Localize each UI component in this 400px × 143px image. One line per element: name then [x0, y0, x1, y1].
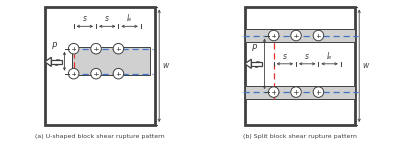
Text: g: g	[255, 59, 260, 68]
Circle shape	[268, 30, 279, 41]
Circle shape	[91, 68, 101, 79]
Text: P: P	[52, 42, 56, 51]
Polygon shape	[245, 59, 251, 68]
Circle shape	[291, 87, 301, 97]
Text: (a) U-shaped block shear rupture pattern: (a) U-shaped block shear rupture pattern	[35, 134, 165, 139]
Text: g: g	[55, 57, 60, 66]
Polygon shape	[45, 57, 51, 66]
Circle shape	[68, 43, 79, 54]
Text: s: s	[305, 51, 309, 60]
Text: s: s	[83, 14, 87, 23]
Text: w: w	[162, 61, 169, 70]
Circle shape	[313, 87, 324, 97]
Circle shape	[91, 43, 101, 54]
Text: s: s	[105, 14, 109, 23]
Bar	[51, 59, 62, 64]
Bar	[251, 61, 262, 66]
Text: lₑ: lₑ	[327, 51, 332, 60]
Circle shape	[68, 68, 79, 79]
Text: P: P	[252, 44, 256, 53]
Circle shape	[268, 87, 279, 97]
Circle shape	[113, 43, 124, 54]
Text: (b) Split block shear rupture pattern: (b) Split block shear rupture pattern	[243, 134, 357, 139]
Text: w: w	[362, 61, 369, 70]
Bar	[245, 7, 355, 125]
Bar	[245, 29, 355, 42]
Bar	[45, 7, 155, 125]
Text: lₑ: lₑ	[127, 14, 132, 23]
Bar	[72, 47, 150, 75]
Text: s: s	[283, 51, 287, 60]
Circle shape	[313, 30, 324, 41]
Bar	[245, 86, 355, 99]
Circle shape	[113, 68, 124, 79]
Circle shape	[291, 30, 301, 41]
